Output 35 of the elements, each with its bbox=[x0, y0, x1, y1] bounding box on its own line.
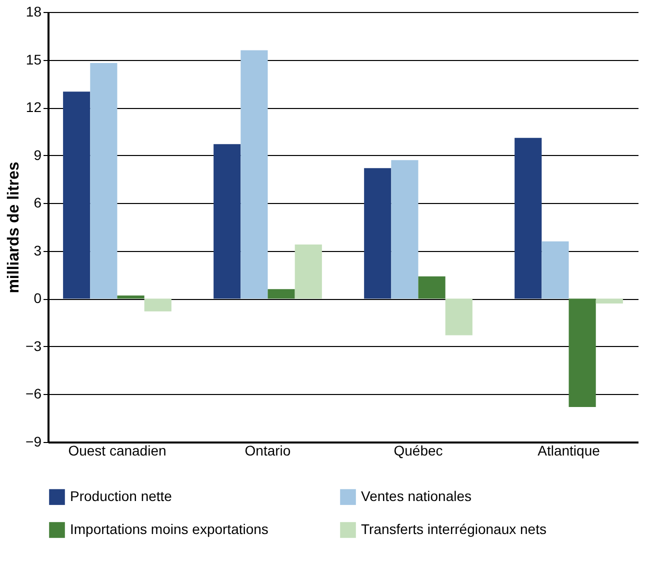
y-tick-label: 6 bbox=[34, 194, 42, 211]
x-tick-label: Atlantique bbox=[538, 442, 600, 458]
bar bbox=[63, 92, 90, 299]
legend-label: Ventes nationales bbox=[361, 488, 472, 504]
bar bbox=[542, 241, 569, 299]
y-tick-label: −9 bbox=[26, 434, 42, 450]
bar bbox=[391, 160, 418, 299]
bar bbox=[514, 138, 542, 299]
x-tick-label: Québec bbox=[394, 442, 443, 458]
y-tick-label: 0 bbox=[34, 290, 42, 306]
y-tick-label: 9 bbox=[34, 146, 42, 163]
bar bbox=[418, 276, 446, 299]
bar bbox=[568, 298, 596, 407]
bar bbox=[214, 144, 241, 299]
y-tick-label: 3 bbox=[34, 242, 42, 258]
bar bbox=[596, 298, 623, 304]
x-tick-label: Ouest canadien bbox=[68, 442, 166, 458]
bar bbox=[117, 295, 144, 299]
bar bbox=[144, 298, 172, 312]
y-tick-label: 15 bbox=[26, 51, 42, 68]
y-tick-label: 12 bbox=[26, 99, 42, 116]
bar bbox=[268, 289, 295, 299]
y-tick-label: −3 bbox=[26, 338, 42, 354]
y-tick-label: 18 bbox=[26, 4, 42, 20]
bar bbox=[445, 298, 472, 336]
y-axis-title: milliards de litres bbox=[6, 162, 23, 294]
bar bbox=[294, 244, 322, 299]
bar bbox=[90, 62, 118, 299]
bar bbox=[364, 168, 392, 299]
y-tick-label: −6 bbox=[26, 386, 42, 402]
legend-label: Transferts interrégionaux nets bbox=[361, 521, 546, 537]
x-tick-label: Ontario bbox=[244, 442, 291, 458]
legend-label: Importations moins exportations bbox=[70, 521, 268, 537]
bar bbox=[240, 50, 268, 299]
legend-label: Production nette bbox=[70, 488, 172, 504]
